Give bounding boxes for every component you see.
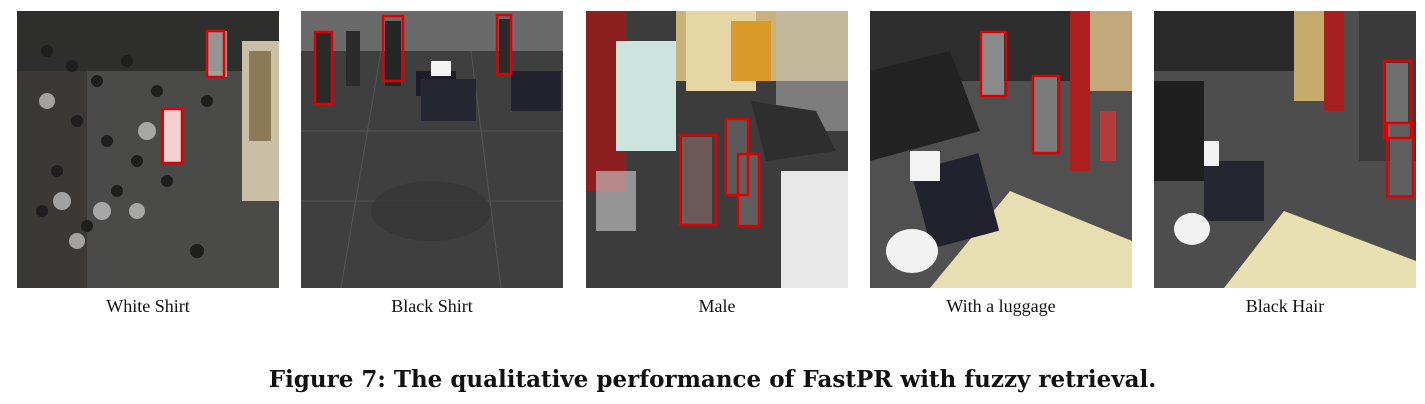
result-image-black-shirt [301, 11, 563, 288]
surveillance-scene-entrance [586, 11, 848, 288]
surveillance-scene-cafeteria [17, 11, 279, 288]
result-image-male [586, 11, 848, 288]
detection-box [979, 30, 1008, 98]
surveillance-scene-lounge [870, 11, 1132, 288]
detection-box [381, 14, 405, 83]
figure-caption: Figure 7: The qualitative performance of… [268, 366, 1157, 393]
panel-caption: Male [698, 296, 736, 316]
panel-caption: White Shirt [106, 296, 190, 316]
surveillance-scene-lobby-overhead [1154, 11, 1416, 288]
surveillance-scene-lobby [301, 11, 563, 288]
panel-caption: Black Shirt [391, 296, 473, 316]
detection-box [313, 30, 334, 106]
panel-caption: With a luggage [946, 296, 1056, 316]
detection-box [495, 13, 513, 76]
detection-box [736, 152, 761, 228]
detection-box [1382, 59, 1413, 140]
result-image-white-shirt [17, 11, 279, 288]
detection-box [205, 29, 226, 79]
detection-box [1031, 74, 1061, 155]
result-image-black-hair [1154, 11, 1416, 288]
detection-box [678, 133, 718, 227]
detection-box [1385, 121, 1415, 199]
panel-caption: Black Hair [1245, 296, 1325, 316]
result-image-with-a-luggage [870, 11, 1132, 288]
detection-box [160, 107, 184, 165]
